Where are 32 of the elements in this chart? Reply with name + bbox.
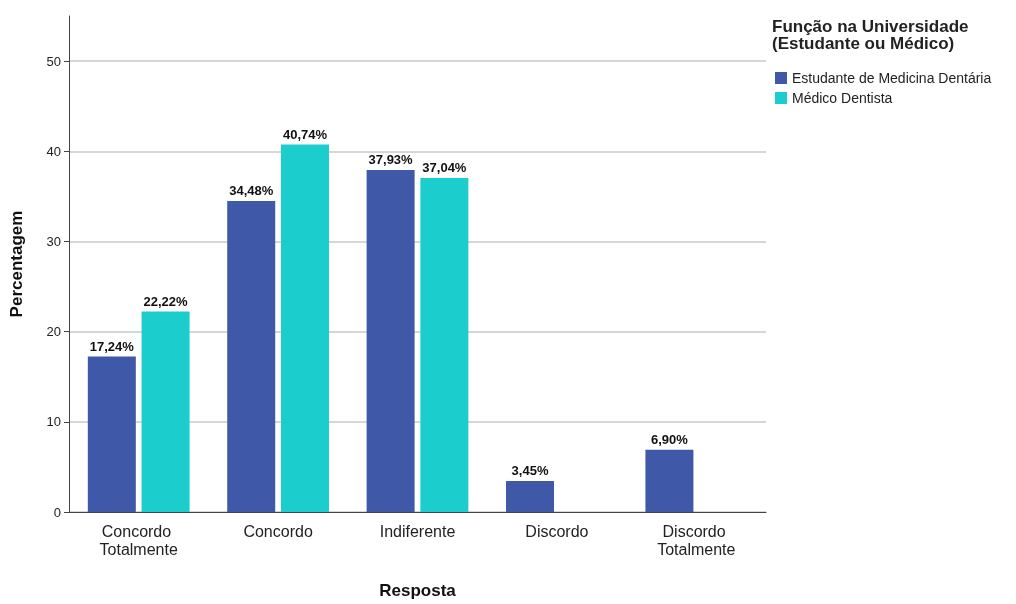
- data-label: 40,74%: [282, 126, 328, 142]
- bar: [506, 480, 555, 512]
- data-label: 22,22%: [143, 293, 189, 309]
- data-label: 37,04%: [422, 159, 467, 175]
- data-label: 6,90%: [650, 431, 689, 447]
- bar: [366, 169, 415, 512]
- bar: [87, 356, 136, 512]
- y-tick-label: 30: [46, 233, 61, 249]
- y-tick-label: 40: [46, 143, 61, 159]
- legend-title: Função na Universidade (Estudante ou Médico): [772, 17, 974, 53]
- legend-label: Médico Dentista: [792, 90, 893, 106]
- x-tick-label: Discordo: [525, 522, 589, 540]
- bar: [280, 144, 329, 512]
- bar: [227, 201, 276, 512]
- data-label: 37,93%: [368, 151, 414, 167]
- x-tick-label: Indiferente: [379, 522, 456, 540]
- y-tick-label: 0: [53, 504, 61, 520]
- bar: [141, 311, 190, 512]
- bar: [420, 177, 469, 512]
- legend-label: Estudante de Medicina Dentária: [792, 70, 992, 86]
- data-label: 34,48%: [229, 183, 274, 199]
- y-axis-title: Percentagem: [7, 210, 26, 318]
- x-tick-label: Discordo Totalmente: [657, 522, 736, 558]
- data-label: 17,24%: [89, 338, 135, 354]
- x-axis-title: Resposta: [379, 581, 457, 600]
- y-tick-label: 10: [46, 414, 61, 430]
- y-tick-label: 20: [46, 324, 61, 340]
- x-tick-label: Concordo Totalmente: [99, 522, 178, 558]
- y-tick-label: 50: [46, 53, 61, 69]
- bar: [645, 449, 694, 512]
- data-label: 3,45%: [511, 462, 549, 478]
- x-tick-label: Concordo: [243, 522, 313, 540]
